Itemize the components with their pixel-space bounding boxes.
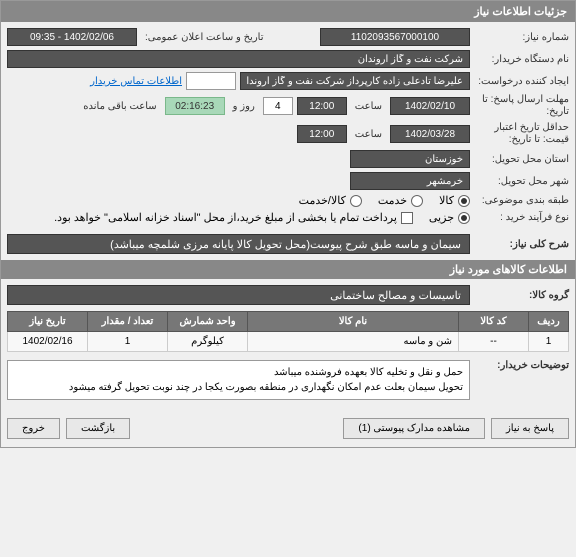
time-label-2: ساعت — [351, 129, 386, 140]
th-date: تاريخ نياز — [8, 312, 88, 332]
respond-button[interactable]: پاسخ به نياز — [491, 418, 569, 439]
footer: پاسخ به نياز مشاهده مدارک پيوستی (1) باز… — [1, 410, 575, 447]
buyer-label: نام دستگاه خريدار: — [474, 54, 569, 65]
buyer-notes-line1: حمل و نقل و تخليه کالا بعهده فروشنده ميب… — [14, 365, 463, 380]
deadline-time — [297, 97, 347, 115]
td-code: -- — [459, 332, 529, 352]
process-label: نوع فرآيند خريد : — [474, 212, 569, 223]
creator-label: ايجاد کننده درخواست: — [474, 76, 569, 87]
summary-label: شرح کلی نياز: — [474, 239, 569, 250]
category-label: طبقه بندی موضوعی: — [474, 195, 569, 206]
province-field — [350, 150, 470, 168]
contact-info-link[interactable]: اطلاعات تماس خريدار — [90, 76, 182, 87]
remaining-time — [165, 97, 225, 115]
radio-goods-service-dot — [350, 195, 362, 207]
table-row[interactable]: 1 -- شن و ماسه کيلوگرم 1 1402/02/16 — [8, 332, 569, 352]
exit-button[interactable]: خروج — [7, 418, 60, 439]
td-unit: کيلوگرم — [168, 332, 248, 352]
city-field — [350, 172, 470, 190]
row-req-no: شماره نياز: تاريخ و ساعت اعلان عمومی: — [7, 28, 569, 46]
th-qty: تعداد / مقدار — [88, 312, 168, 332]
items-header: اطلاعات کالاهای مورد نياز — [1, 260, 575, 279]
th-code: کد کالا — [459, 312, 529, 332]
contact-extra[interactable] — [186, 72, 236, 90]
row-buyer: نام دستگاه خريدار: — [7, 50, 569, 68]
summary-field — [7, 234, 470, 254]
city-label: شهر محل تحويل: — [474, 176, 569, 187]
announce-field — [7, 28, 137, 46]
checkbox-treasury-box — [401, 212, 413, 224]
buyer-notes-box: حمل و نقل و تخليه کالا بعهده فروشنده ميب… — [7, 360, 470, 400]
days-field — [263, 97, 293, 115]
td-qty: 1 — [88, 332, 168, 352]
row-province: استان محل تحويل: — [7, 150, 569, 168]
validity-time — [297, 125, 347, 143]
radio-goods-label: کالا — [439, 194, 454, 207]
announce-label: تاريخ و ساعت اعلان عمومی: — [141, 32, 268, 43]
row-summary: شرح کلی نياز: — [7, 234, 569, 254]
row-deadline: مهلت ارسال پاسخ: تا تاريخ: ساعت روز و سا… — [7, 94, 569, 118]
details-panel: جزئيات اطلاعات نياز شماره نياز: تاريخ و … — [0, 0, 576, 448]
radio-goods[interactable]: کالا — [439, 194, 470, 207]
back-button[interactable]: بازگشت — [66, 418, 130, 439]
radio-partial-dot — [458, 212, 470, 224]
checkbox-treasury-label: پرداخت تمام يا بخشی از مبلغ خريد،از محل … — [54, 211, 397, 224]
radio-service-label: خدمت — [378, 194, 407, 207]
attachments-button[interactable]: مشاهده مدارک پيوستی (1) — [343, 418, 485, 439]
row-group: گروه کالا: — [7, 285, 569, 305]
footer-right-group: پاسخ به نياز مشاهده مدارک پيوستی (1) — [343, 418, 569, 439]
time-label-1: ساعت — [351, 101, 386, 112]
remaining-label: ساعت باقی مانده — [79, 101, 160, 112]
group-label: گروه کالا: — [474, 290, 569, 301]
group-field — [7, 285, 470, 305]
panel-body: شماره نياز: تاريخ و ساعت اعلان عمومی: نا… — [1, 22, 575, 410]
req-no-field — [320, 28, 470, 46]
validity-label: حداقل تاريخ اعتبار قيمت: تا تاريخ: — [474, 122, 569, 146]
deadline-date — [390, 97, 470, 115]
buyer-notes-label: توضيحات خريدار: — [474, 360, 569, 371]
req-no-label: شماره نياز: — [474, 32, 569, 43]
row-buyer-notes: توضيحات خريدار: حمل و نقل و تخليه کالا ب… — [7, 360, 569, 400]
td-name: شن و ماسه — [248, 332, 459, 352]
radio-service[interactable]: خدمت — [378, 194, 423, 207]
validity-date — [390, 125, 470, 143]
th-name: نام کالا — [248, 312, 459, 332]
buyer-field — [7, 50, 470, 68]
row-category: طبقه بندی موضوعی: کالا خدمت کالا/خدمت — [7, 194, 569, 207]
footer-left-group: بازگشت خروج — [7, 418, 130, 439]
td-date: 1402/02/16 — [8, 332, 88, 352]
deadline-label: مهلت ارسال پاسخ: تا تاريخ: — [474, 94, 569, 118]
th-unit: واحد شمارش — [168, 312, 248, 332]
row-creator: ايجاد کننده درخواست: اطلاعات تماس خريدار — [7, 72, 569, 90]
radio-goods-service-label: کالا/خدمت — [299, 194, 346, 207]
radio-partial[interactable]: جزيی — [429, 211, 470, 224]
buyer-notes-line2: تحويل سيمان بعلت عدم امکان نگهداری در من… — [14, 380, 463, 395]
row-validity: حداقل تاريخ اعتبار قيمت: تا تاريخ: ساعت — [7, 122, 569, 146]
td-row: 1 — [529, 332, 569, 352]
radio-goods-service[interactable]: کالا/خدمت — [299, 194, 362, 207]
radio-goods-dot — [458, 195, 470, 207]
row-city: شهر محل تحويل: — [7, 172, 569, 190]
items-table: رديف کد کالا نام کالا واحد شمارش تعداد /… — [7, 311, 569, 352]
creator-field — [240, 72, 470, 90]
table-header-row: رديف کد کالا نام کالا واحد شمارش تعداد /… — [8, 312, 569, 332]
days-unit: روز و — [229, 101, 259, 112]
row-process: نوع فرآيند خريد : جزيی پرداخت تمام يا بخ… — [7, 211, 569, 224]
checkbox-treasury[interactable]: پرداخت تمام يا بخشی از مبلغ خريد،از محل … — [54, 211, 413, 224]
panel-title: جزئيات اطلاعات نياز — [1, 1, 575, 22]
province-label: استان محل تحويل: — [474, 154, 569, 165]
th-row: رديف — [529, 312, 569, 332]
radio-partial-label: جزيی — [429, 211, 454, 224]
radio-service-dot — [411, 195, 423, 207]
